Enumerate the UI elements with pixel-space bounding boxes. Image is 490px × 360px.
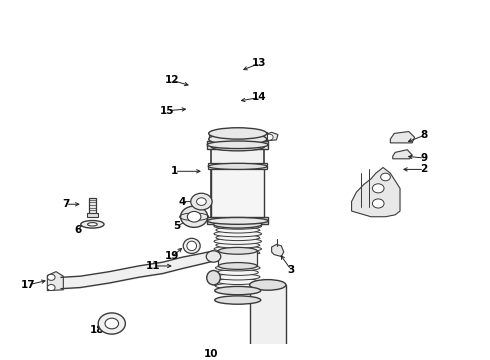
- Circle shape: [98, 313, 125, 334]
- Ellipse shape: [88, 222, 97, 226]
- Ellipse shape: [216, 242, 260, 248]
- Ellipse shape: [216, 265, 260, 271]
- Ellipse shape: [214, 231, 262, 237]
- Circle shape: [181, 206, 208, 228]
- Polygon shape: [393, 150, 412, 159]
- Bar: [207, 217, 268, 224]
- Ellipse shape: [208, 163, 267, 170]
- Text: 8: 8: [420, 130, 428, 140]
- Ellipse shape: [81, 221, 104, 228]
- Bar: [211, 167, 265, 222]
- Text: 1: 1: [171, 166, 178, 176]
- Circle shape: [191, 193, 212, 210]
- Polygon shape: [352, 167, 400, 217]
- Bar: [89, 198, 96, 215]
- Text: 10: 10: [204, 349, 219, 359]
- Ellipse shape: [211, 143, 265, 151]
- Ellipse shape: [219, 247, 257, 254]
- Text: 11: 11: [146, 261, 160, 271]
- Text: 4: 4: [178, 197, 186, 207]
- Circle shape: [266, 134, 273, 140]
- Circle shape: [48, 274, 55, 280]
- Ellipse shape: [207, 270, 220, 285]
- Bar: [87, 213, 98, 217]
- Text: 5: 5: [173, 221, 181, 231]
- Circle shape: [105, 318, 119, 329]
- Ellipse shape: [209, 134, 267, 145]
- Text: 3: 3: [288, 265, 294, 275]
- Text: 2: 2: [420, 165, 428, 174]
- Text: 14: 14: [252, 93, 267, 103]
- Text: 19: 19: [165, 252, 179, 261]
- Text: 12: 12: [165, 75, 179, 85]
- Bar: [208, 163, 267, 170]
- Ellipse shape: [249, 280, 286, 290]
- Circle shape: [372, 199, 384, 208]
- Text: 17: 17: [21, 280, 35, 290]
- Text: 16: 16: [252, 136, 267, 146]
- Ellipse shape: [216, 227, 260, 233]
- Circle shape: [381, 173, 391, 181]
- Ellipse shape: [215, 287, 261, 295]
- Ellipse shape: [207, 141, 268, 149]
- Text: 15: 15: [160, 106, 175, 116]
- Bar: [207, 141, 268, 149]
- Ellipse shape: [214, 238, 262, 244]
- Ellipse shape: [216, 283, 260, 289]
- Bar: [219, 251, 257, 266]
- Ellipse shape: [216, 250, 260, 256]
- Bar: [214, 270, 250, 285]
- Bar: [211, 147, 265, 222]
- Circle shape: [196, 198, 206, 205]
- Ellipse shape: [215, 296, 261, 304]
- Ellipse shape: [216, 234, 260, 240]
- Ellipse shape: [217, 279, 258, 284]
- Ellipse shape: [214, 246, 262, 252]
- Ellipse shape: [214, 221, 262, 228]
- Ellipse shape: [206, 251, 221, 262]
- Text: 9: 9: [421, 153, 428, 163]
- Ellipse shape: [216, 274, 260, 280]
- Ellipse shape: [249, 348, 286, 358]
- Text: 7: 7: [62, 199, 70, 209]
- Polygon shape: [264, 132, 278, 141]
- Ellipse shape: [214, 223, 262, 229]
- Ellipse shape: [217, 269, 258, 275]
- Text: 6: 6: [74, 225, 81, 235]
- Text: 18: 18: [90, 325, 104, 336]
- Polygon shape: [271, 244, 284, 256]
- Bar: [250, 285, 286, 353]
- Ellipse shape: [217, 288, 258, 294]
- Circle shape: [372, 184, 384, 193]
- Ellipse shape: [183, 238, 200, 253]
- Text: 13: 13: [252, 58, 267, 68]
- Polygon shape: [48, 272, 63, 291]
- Circle shape: [48, 284, 55, 291]
- Ellipse shape: [209, 128, 267, 139]
- Ellipse shape: [187, 241, 196, 251]
- Bar: [209, 132, 267, 140]
- Ellipse shape: [219, 262, 257, 269]
- Polygon shape: [391, 131, 415, 143]
- Circle shape: [187, 211, 201, 222]
- Ellipse shape: [207, 217, 268, 224]
